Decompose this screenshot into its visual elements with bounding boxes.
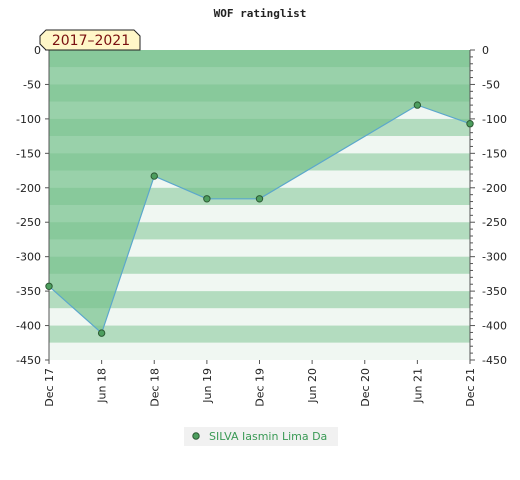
y-tick-label-left: -200 <box>16 182 41 195</box>
series-area <box>49 50 470 334</box>
x-tick-label: Jun 18 <box>96 368 109 404</box>
x-tick-label: Dec 17 <box>43 368 56 407</box>
y-tick-label-left: 0 <box>34 44 41 57</box>
data-markers <box>45 101 474 337</box>
y-axis-left: 0 -50 -100 -150 -200 -250 -300 -350 -400 -450 <box>16 44 49 367</box>
y-tick-label-right: -450 <box>482 354 507 367</box>
background-band <box>49 291 470 309</box>
data-point <box>150 172 158 180</box>
period-badge-shape <box>39 29 141 51</box>
y-tick-label-left: -350 <box>16 285 41 298</box>
legend-label: SILVA Iasmin Lima Da <box>209 430 327 443</box>
y-tick-label-left: -150 <box>16 147 41 160</box>
background-band <box>49 256 470 274</box>
y-tick-label-left: -400 <box>16 320 41 333</box>
y-axis-right: 0 -50 -100 -150 -200 -250 -300 -350 -400 -450 <box>470 44 507 367</box>
x-tick-label: Dec 19 <box>254 368 267 407</box>
x-tick-label: Dec 21 <box>464 368 477 407</box>
background-band <box>49 273 470 292</box>
x-tick-label: Jun 21 <box>411 368 424 404</box>
y-tick-label-right: -50 <box>482 78 500 91</box>
y-tick-label-right: -400 <box>482 320 507 333</box>
y-tick-label-left: -450 <box>16 354 41 367</box>
y-tick-label-right: -100 <box>482 113 507 126</box>
data-point <box>97 329 106 337</box>
x-tick-label: Jun 19 <box>201 368 214 404</box>
y-tick-label-right: -350 <box>482 285 507 298</box>
period-badge-text: 2017–2021 <box>52 33 130 49</box>
background-band <box>49 222 470 240</box>
data-point <box>466 120 474 128</box>
y-tick-label-right: -250 <box>482 216 507 229</box>
period-badge: 2017–2021 <box>39 29 141 51</box>
background-band <box>49 325 470 343</box>
background-band <box>49 239 470 257</box>
legend-marker <box>192 432 200 440</box>
legend-box <box>184 427 338 446</box>
y-tick-label-left: -250 <box>16 216 41 229</box>
data-point <box>45 282 53 290</box>
x-tick-label: Dec 20 <box>359 368 372 407</box>
y-tick-label-right: -300 <box>482 251 507 264</box>
data-point <box>255 195 264 203</box>
y-tick-label-left: -100 <box>16 113 41 126</box>
grid-layer <box>48 50 471 360</box>
chart-title: WOF ratinglist <box>214 7 307 20</box>
y-tick-label-right: -150 <box>482 147 507 160</box>
x-axis: Dec 17 Jun 18 Dec 18 Jun 19 Dec 19 Jun 20 Dec … <box>43 360 477 407</box>
legend: SILVA Iasmin Lima Da <box>184 427 338 446</box>
x-tick-label: Dec 18 <box>148 368 161 407</box>
background-band <box>49 342 470 360</box>
x-tick-label: Jun 20 <box>306 368 319 404</box>
data-point <box>413 101 422 109</box>
y-tick-label-right: -200 <box>482 182 507 195</box>
y-tick-label-right: 0 <box>482 44 489 57</box>
y-tick-label-left: -50 <box>23 78 41 91</box>
background-band <box>49 308 470 326</box>
y-tick-label-left: -300 <box>16 251 41 264</box>
data-point <box>203 195 211 203</box>
background-band <box>49 205 470 223</box>
